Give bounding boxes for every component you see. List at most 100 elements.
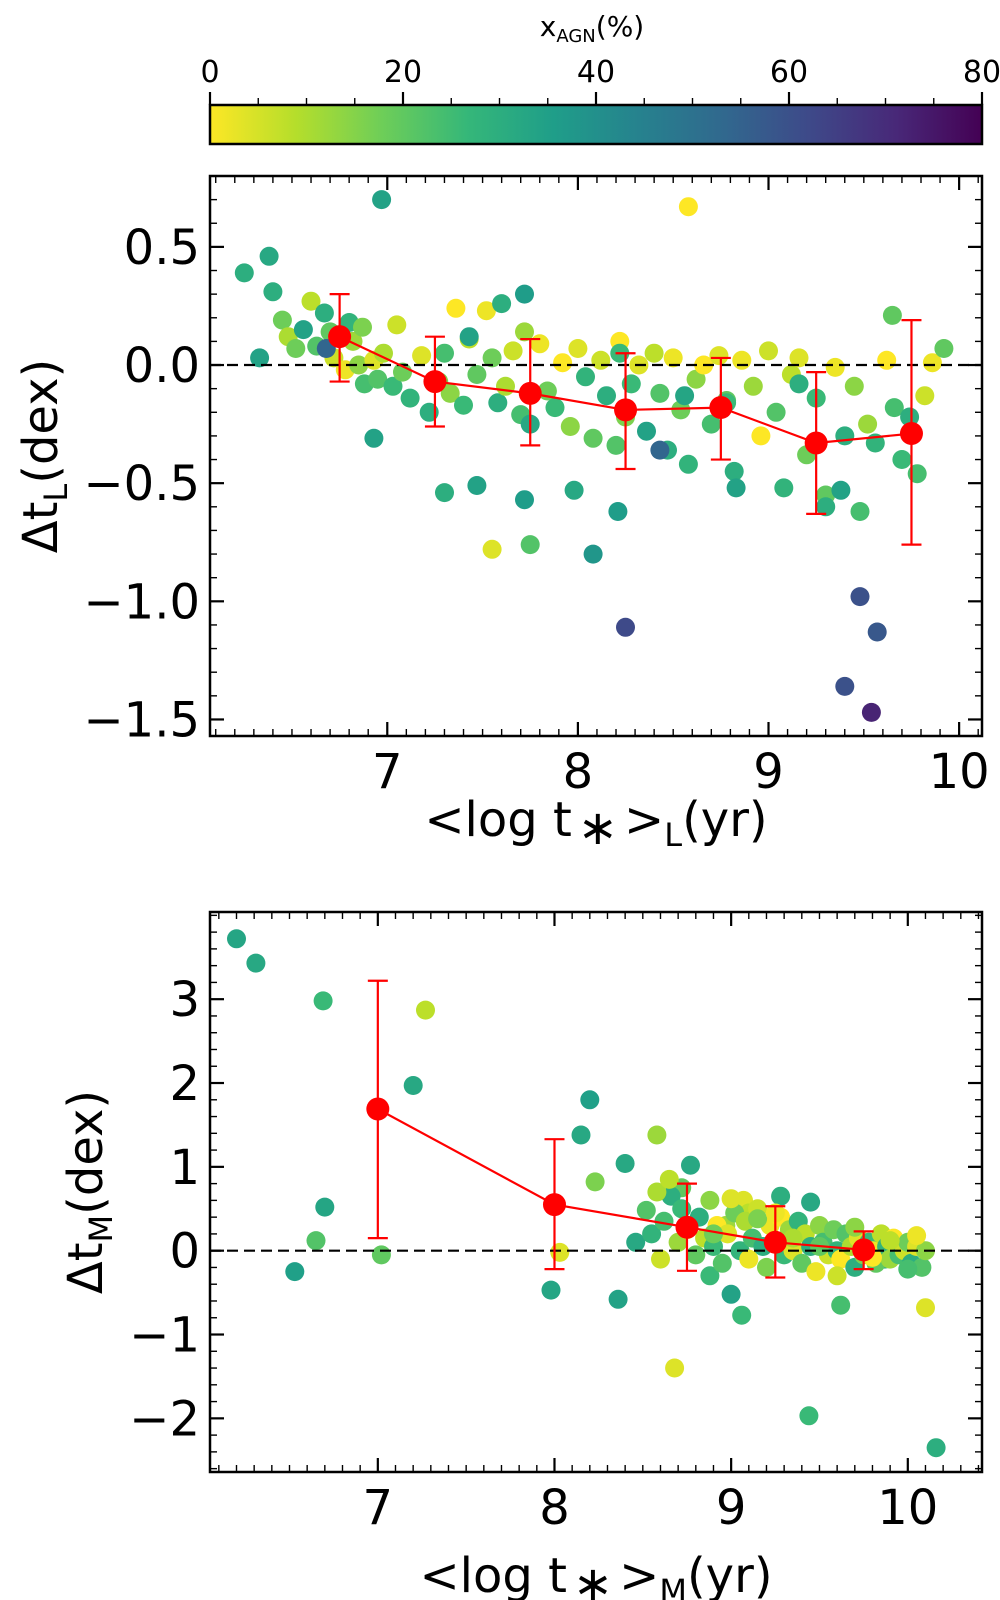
panel-top-ticks: 7 8 9 10 −1.5 −1.0 −0.5 0.0 0.5 [83, 175, 990, 800]
panel-bottom-point [827, 1266, 847, 1286]
panel-top-point [934, 339, 954, 358]
panel-bottom-point [792, 1253, 812, 1273]
panel-top-point [835, 676, 855, 696]
colorbar-tick-label: 40 [577, 55, 615, 90]
panel-bottom-point [700, 1190, 720, 1210]
panel-bottom-point [721, 1189, 741, 1209]
panel-top-ytick-label: −1.0 [83, 574, 200, 630]
panel-top-point [374, 343, 393, 363]
panel-top-ytick-label: −0.5 [83, 456, 200, 512]
panel-bottom-point [748, 1209, 768, 1229]
panel-top-point [583, 544, 603, 564]
panel-top-point [314, 303, 334, 323]
panel-bottom-plot-area [210, 929, 982, 1458]
panel-bottom-ylabel-post: (dex) [58, 1090, 114, 1215]
panel-bottom-point [285, 1262, 305, 1282]
panel-bottom-point [732, 1305, 752, 1325]
panel-top-point [446, 298, 466, 318]
panel-top-point [467, 365, 487, 384]
panel-top-point [353, 317, 372, 337]
panel-bottom-point [686, 1245, 706, 1265]
colorbar-label: xAGN(%) [540, 10, 644, 47]
panel-top-point [892, 450, 912, 469]
panel-bottom-point [739, 1249, 759, 1269]
panel-top-bin-marker [614, 398, 638, 422]
panel-bottom-point [831, 1295, 851, 1315]
panel-top-point [560, 417, 580, 436]
panel-top-bin-marker [423, 370, 447, 394]
panel-top-point [272, 310, 292, 330]
panel-top-point [606, 435, 626, 455]
panel-bottom-point [608, 1289, 628, 1309]
panel-top-point [259, 246, 279, 266]
panel-bottom-point [642, 1224, 662, 1244]
panel-top-bin-marker [899, 422, 923, 446]
panel-bottom-ytick-label: −2 [129, 1391, 200, 1447]
panel-bottom-ytick-label: −1 [129, 1308, 200, 1364]
panel-top-point [263, 282, 283, 302]
panel-top-point [650, 440, 670, 460]
panel-top-point [286, 339, 306, 358]
panel-bottom-point [806, 1262, 826, 1282]
panel-bottom-point [926, 1438, 946, 1458]
panel-top-point [858, 414, 878, 434]
panel-top-point [882, 305, 902, 325]
panel-top-ytick-label: 0.0 [124, 338, 200, 394]
panel-bottom-ylabel-pre: Δt [58, 1242, 114, 1294]
panel-bottom-point [912, 1257, 932, 1277]
panel-top-point [884, 398, 904, 418]
panel-bottom-point [659, 1169, 679, 1189]
panel-top-xtick-label: 8 [563, 744, 594, 800]
panel-top-frame [208, 174, 984, 738]
panel-top-point [234, 263, 254, 283]
panel-top-point [616, 617, 635, 637]
panel-top-point [440, 383, 460, 403]
panel-bottom-point [615, 1154, 635, 1173]
panel-top-point [435, 343, 454, 363]
panel-bottom-xtick-label: 9 [716, 1480, 747, 1536]
panel-bottom-ylabel-sub: M [82, 1215, 120, 1243]
panel-top-point [759, 341, 778, 361]
panel-top-point [459, 327, 479, 347]
colorbar-ticks: 0 20 40 60 80 [200, 55, 1000, 105]
panel-top-point [476, 301, 496, 321]
panel-top-bin-marker [709, 396, 733, 420]
panel-bottom-point [651, 1249, 670, 1269]
panel-top-point [576, 367, 595, 387]
panel-top-point [454, 395, 473, 415]
panel-bottom-point [313, 991, 333, 1011]
panel-bottom-point [831, 1249, 851, 1269]
panel-top-point [372, 190, 392, 210]
panel-top-point [564, 480, 584, 500]
panel-top-point [482, 539, 502, 559]
panel-bottom-ytick-label: 1 [169, 1140, 200, 1196]
panel-top-point [835, 426, 855, 446]
panel-top-point [663, 348, 683, 368]
panel-top-xlabel-sub: L [664, 816, 682, 854]
colorbar: xAGN(%) 0 20 40 60 80 [200, 10, 1000, 146]
colorbar-label-main: x [540, 10, 557, 43]
panel-bottom-point [403, 1076, 423, 1095]
panel-top-point [488, 393, 508, 413]
panel-top-point [900, 407, 920, 427]
panel-top-point [482, 348, 502, 368]
panel-top-ylabel-post: (dex) [13, 359, 69, 484]
panel-top-point [637, 421, 656, 441]
panel-bottom-xlabel-sub: M [659, 1572, 687, 1600]
panel-bottom-xtick-label: 8 [539, 1480, 570, 1536]
panel-bottom-point [315, 1197, 335, 1217]
panel-bottom-point [550, 1242, 570, 1262]
panel-bottom-point [665, 1358, 685, 1378]
panel-bottom-point [757, 1257, 776, 1277]
panel-bottom-point [681, 1155, 700, 1175]
panel-top-point [515, 490, 534, 510]
panel-bottom-point [801, 1192, 821, 1212]
panel-top-point [709, 346, 729, 366]
panel-top-point [766, 402, 786, 422]
panel-top-point [553, 353, 573, 373]
panel-bottom-ticks: 7 8 9 10 −2 −1 0 1 2 3 [129, 912, 982, 1536]
panel-top-point [678, 197, 698, 217]
panel-top-xtick-label: 7 [372, 744, 403, 800]
